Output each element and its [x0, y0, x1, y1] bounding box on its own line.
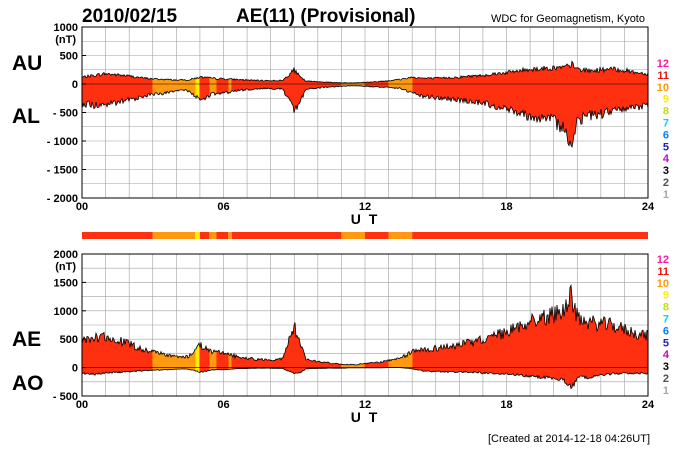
au-al-y-tick-label: 1000 [54, 22, 78, 34]
au-al-al-line [81, 85, 649, 149]
au-al-x-tick-label: 24 [642, 201, 655, 213]
ae-ao-y-tick-label: 0 [72, 363, 78, 375]
ae-ao-x-tick-label: 06 [217, 399, 229, 411]
ae-ao-level-legend-item: 9 [663, 290, 669, 302]
ae-ao-y-tick-label: 500 [60, 334, 78, 346]
au-al-x-tick-label: 12 [359, 201, 371, 213]
ae-ao-x-label: U T [351, 409, 380, 425]
source-label: WDC for Geomagnetism, Kyoto [491, 13, 645, 25]
ae-ao-y-ticks: 2000 1500 1000 500 0 - 500 [53, 249, 86, 403]
ao-label: AO [12, 372, 44, 395]
al-label: AL [12, 105, 40, 128]
au-al-y-unit: (nT) [55, 34, 76, 46]
station-bar-segment [412, 232, 648, 239]
au-al-x-tick-label: 18 [500, 201, 512, 213]
au-al-y-tick-label: 0 [72, 79, 78, 91]
ae-ao-level-legend-item: 6 [663, 325, 669, 337]
ae-ao-level-legend-item: 2 [663, 373, 669, 385]
au-al-au-line [82, 60, 649, 84]
ae-ao-y-unit: (nT) [55, 261, 76, 273]
ae-ao-x-tick-label: 00 [76, 399, 88, 411]
au-al-level-legend-item: 1 [663, 189, 669, 201]
created-timestamp: [Created at 2014-12-18 04:26UT] [488, 433, 650, 445]
ae-ao-y-tick-label: - 500 [53, 391, 78, 403]
au-al-level-legend-item: 4 [663, 153, 670, 165]
au-al-level-legend-item: 12 [657, 58, 669, 70]
station-bar-segment [152, 232, 196, 239]
ae-ao-level-legend-item: 12 [657, 254, 669, 266]
au-al-level-legend-item: 8 [663, 106, 669, 118]
station-bar-segment [228, 232, 232, 239]
au-al-x-tick-label: 00 [76, 201, 88, 213]
au-al-y-tick-label: - 2000 [47, 193, 78, 205]
au-al-level-legend-item: 2 [663, 177, 669, 189]
au-al-level-legend-item: 5 [663, 141, 669, 153]
ae-ao-level-legend-item: 4 [663, 349, 670, 361]
ae-ao-level-legend-item: 1 [663, 385, 669, 397]
au-al-y-tick-label: - 500 [53, 108, 78, 120]
station-bar-segment [388, 232, 413, 239]
au-al-grid [82, 27, 648, 198]
au-al-level-legend-item: 3 [663, 165, 669, 177]
au-al-y-tick-label: - 1500 [47, 165, 78, 177]
ae-ao-level-legend-item: 10 [657, 278, 669, 290]
au-al-y-tick-label: - 1000 [47, 136, 78, 148]
station-bar-segment [199, 232, 210, 239]
au-al-y-ticks: 1000 500 0 - 500 - 1000 - 1500 - 2000 [47, 22, 86, 205]
au-al-level-legend-item: 11 [657, 70, 669, 82]
ae-ao-level-legend-item: 7 [663, 314, 669, 326]
ae-ao-frame [81, 253, 649, 397]
station-bar-segment [341, 232, 365, 239]
ae-ao-series [81, 284, 649, 390]
au-al-level-legend-item: 9 [663, 94, 669, 106]
au-al-y-tick-label: 500 [60, 51, 78, 63]
station-bar-segment [209, 232, 217, 239]
ae-ao-y-tick-label: 1500 [54, 277, 78, 289]
ae-ao-level-legend-item: 5 [663, 337, 669, 349]
au-al-x-ticks: 00 06 12 18 24 [76, 201, 655, 213]
ae-ao-x-tick-label: 18 [500, 399, 512, 411]
station-bar-segment [82, 232, 153, 239]
ae-ao-x-tick-label: 24 [642, 399, 655, 411]
ae-ao-ae-line [81, 284, 649, 366]
station-bar-segment [216, 232, 229, 239]
ae-ao-level-legend-item: 11 [657, 266, 669, 278]
ae-ao-x-tick-label: 12 [359, 399, 371, 411]
ae-ao-y-tick-label: 2000 [54, 249, 78, 261]
ae-ao-x-ticks: 00 06 12 18 24 [76, 399, 655, 411]
au-label: AU [12, 52, 42, 75]
ae-ao-level-legend-item: 8 [663, 302, 669, 314]
au-al-level-legend-item: 6 [663, 129, 669, 141]
au-al-series [81, 60, 649, 149]
au-al-level-legend-item: 7 [663, 118, 669, 130]
au-al-level-legend-item: 10 [657, 82, 669, 94]
chart-title: AE(11) (Provisional) [236, 6, 416, 27]
station-bar-segment [365, 232, 389, 239]
au-al-x-tick-label: 06 [217, 201, 229, 213]
ae-label: AE [12, 328, 41, 351]
au-al-x-label: U T [351, 211, 380, 227]
station-bar-segment [231, 232, 342, 239]
station-count-bar [82, 232, 648, 239]
station-bar-segment [195, 232, 200, 239]
ae-ao-level-legend-item: 3 [663, 361, 669, 373]
date-title: 2010/02/15 [82, 6, 178, 27]
ae-ao-y-tick-label: 1000 [54, 306, 78, 318]
